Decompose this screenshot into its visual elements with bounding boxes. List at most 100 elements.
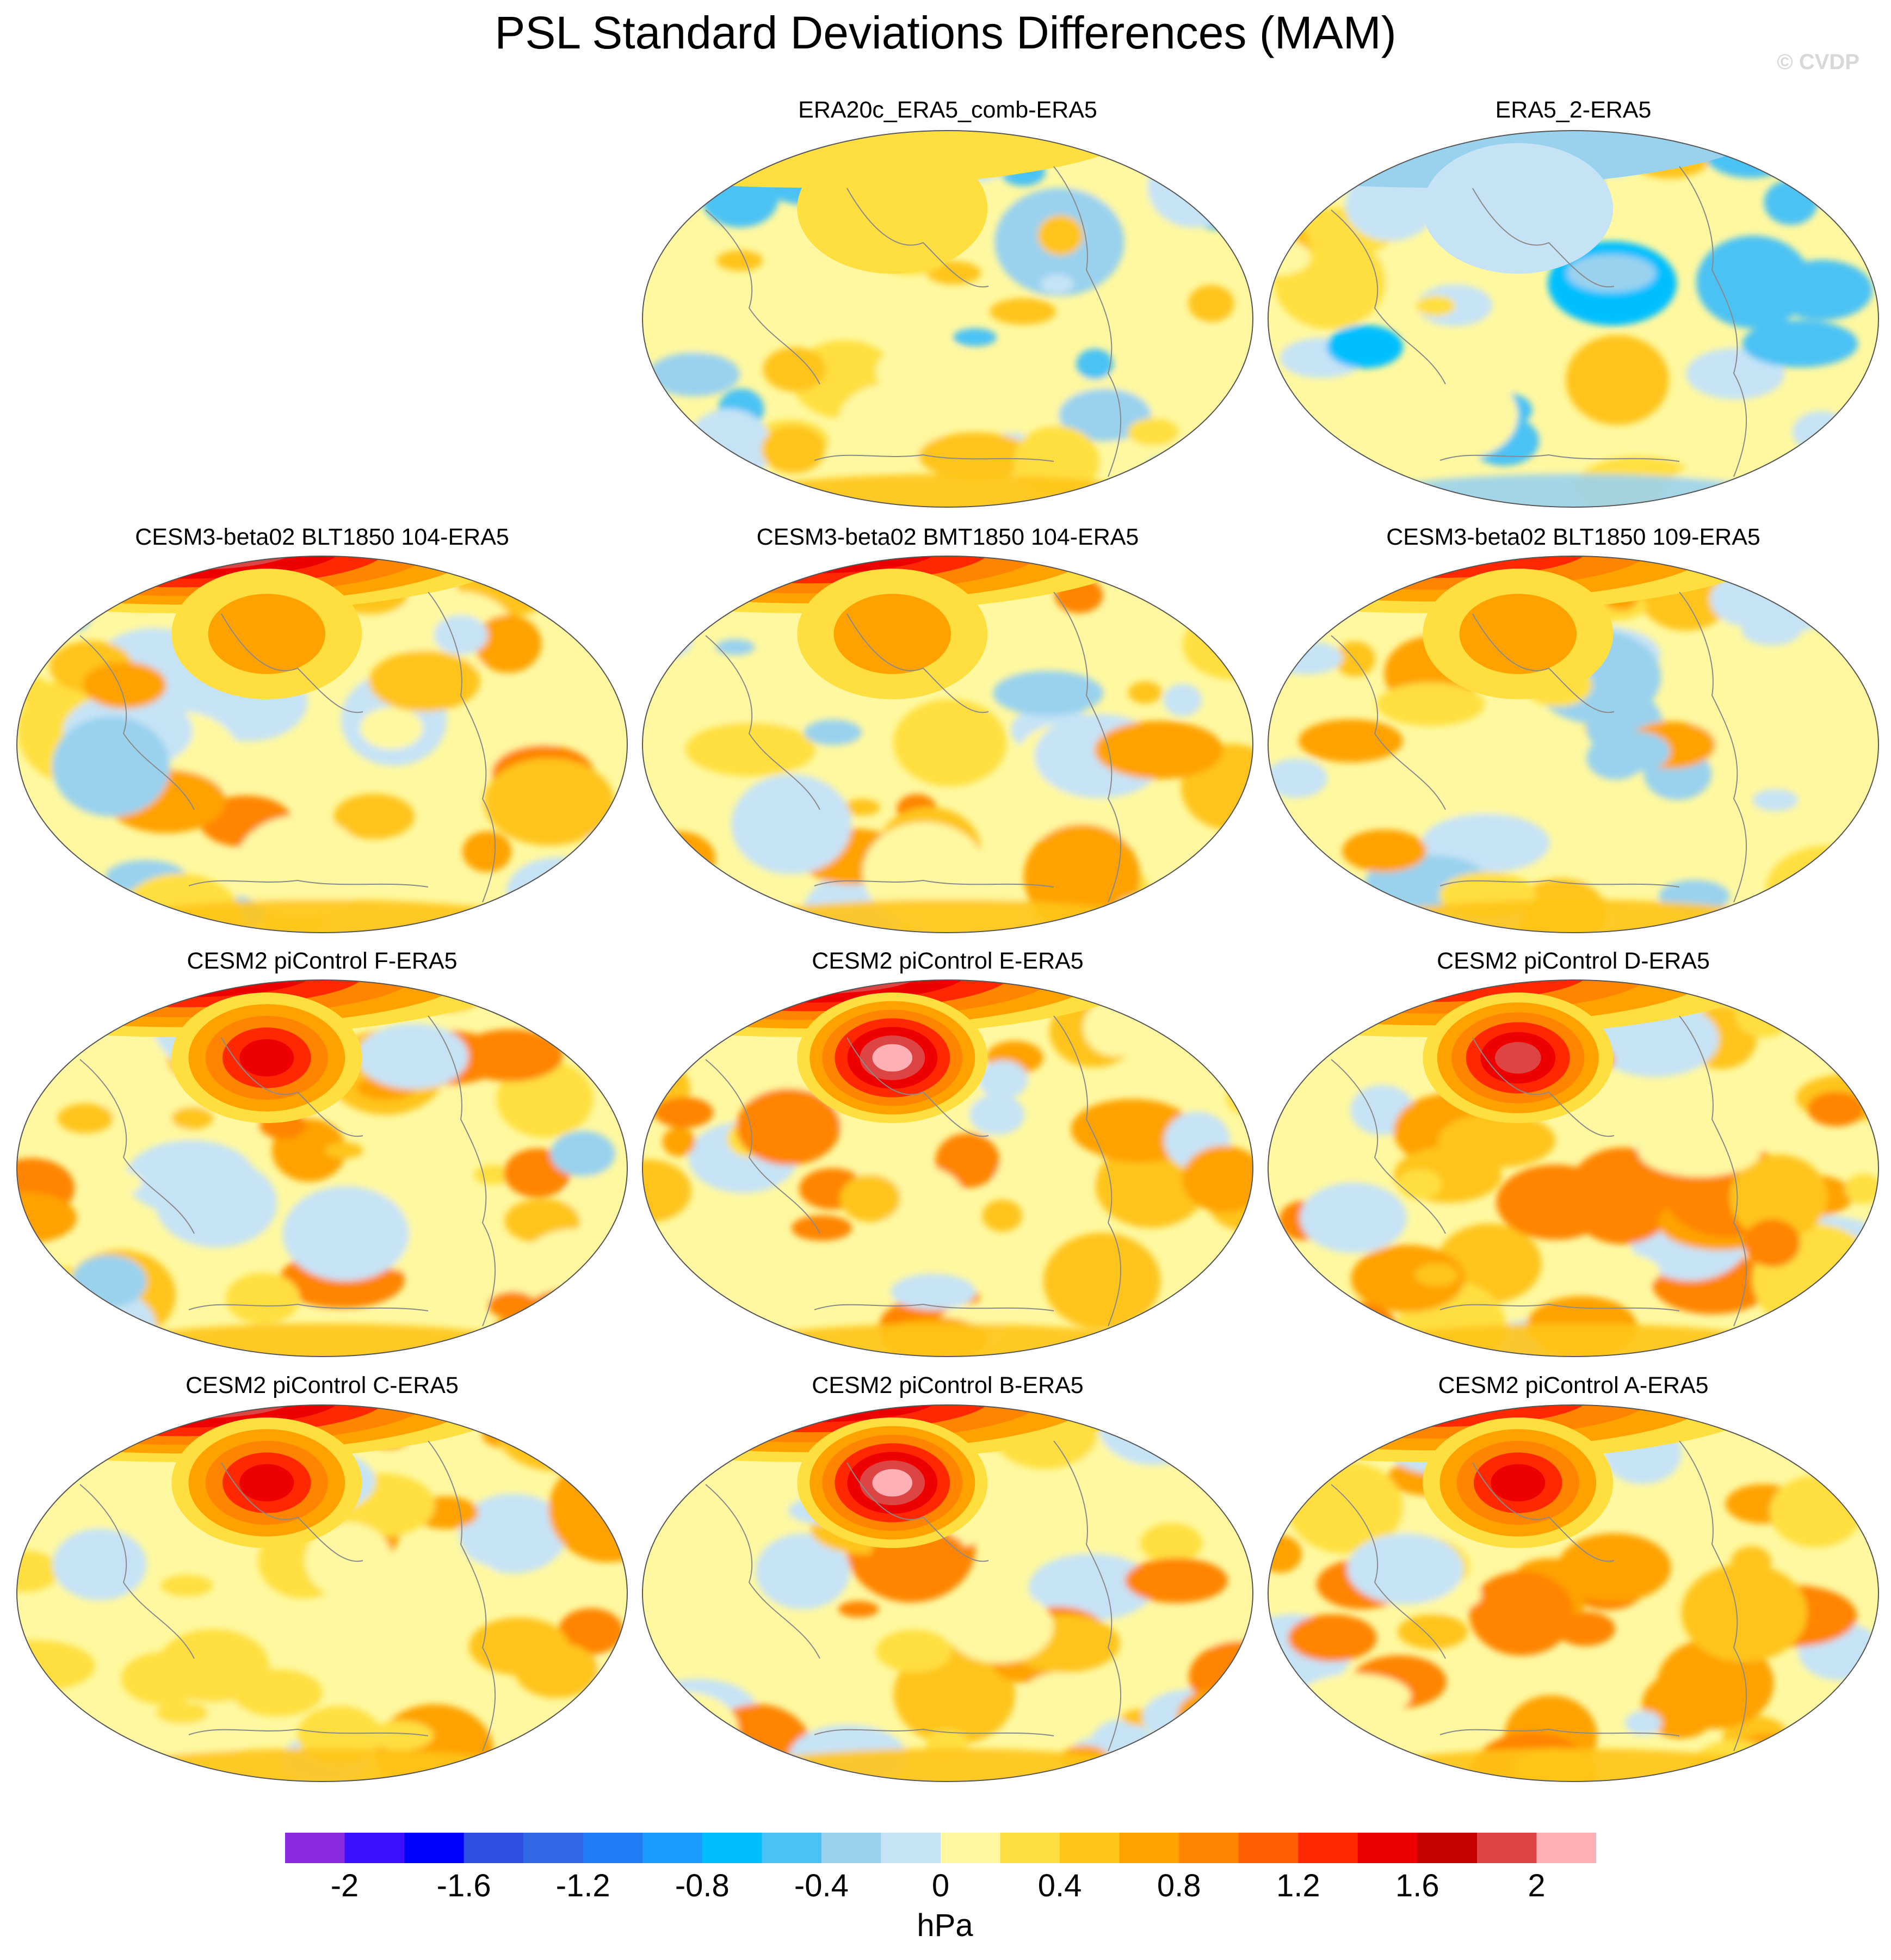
anomaly-blob	[646, 1409, 751, 1460]
anomaly-blob	[1752, 789, 1798, 811]
coastline	[428, 591, 496, 903]
panel-title: CESM2 piControl C-ERA5	[186, 1372, 459, 1398]
anomaly-blob	[110, 1405, 158, 1426]
anomaly-blob	[1536, 780, 1574, 804]
colorbar	[285, 1833, 1596, 1863]
anomaly-blob	[17, 1718, 89, 1774]
anomaly-blob	[642, 1159, 691, 1223]
north-pacific-anomaly-contour	[208, 594, 325, 674]
anomaly-blob	[994, 1153, 1095, 1198]
colorbar-units: hPa	[917, 1908, 973, 1943]
anomaly-blob	[1269, 640, 1343, 675]
colorbar-bin	[1119, 1833, 1179, 1863]
anomaly-blob	[1351, 1244, 1465, 1312]
anomaly-blob	[367, 1721, 434, 1751]
anomaly-blob	[102, 1171, 142, 1194]
anomaly-blob	[57, 1103, 114, 1133]
anomaly-blob	[755, 1533, 850, 1610]
arctic-anomaly-contour	[731, 1405, 888, 1413]
coastline	[1331, 1059, 1446, 1234]
anomaly-blob	[231, 1669, 323, 1717]
north-pacific-anomaly-contour	[1494, 1041, 1541, 1074]
coastline	[1472, 1037, 1615, 1137]
anomaly-blob	[1841, 167, 1878, 206]
map-panel	[1268, 1404, 1879, 1782]
coastline	[1331, 209, 1446, 385]
anomaly-blob	[1376, 682, 1485, 726]
anomaly-blob	[551, 1131, 615, 1176]
anomaly-blob	[1163, 683, 1202, 717]
colorbar-bin	[1000, 1833, 1060, 1863]
anomaly-blob	[1268, 420, 1294, 455]
coastline	[705, 635, 820, 810]
anomaly-blob	[459, 1493, 567, 1574]
anomaly-blob	[1182, 1145, 1253, 1213]
map-outline	[642, 1404, 1253, 1782]
coastline	[1331, 1484, 1446, 1659]
anomaly-blob	[1625, 1711, 1662, 1735]
colorbar-bin	[1298, 1833, 1358, 1863]
map-outline	[16, 979, 628, 1357]
anomaly-blob	[1731, 1546, 1771, 1577]
colorbar-tick-label: -0.4	[794, 1868, 849, 1903]
anomaly-blob	[516, 1229, 627, 1321]
anomaly-blob	[891, 1274, 976, 1310]
anomaly-blob	[1349, 1408, 1394, 1434]
anomaly-blob	[713, 1258, 746, 1272]
anomaly-blob	[946, 1591, 1054, 1663]
anomaly-blob	[493, 1311, 548, 1357]
colorbar-bin	[881, 1833, 941, 1863]
map-panel	[1268, 556, 1879, 933]
colorbar-tick-label: 1.2	[1276, 1868, 1320, 1903]
colorbar-bin	[285, 1833, 345, 1863]
anomaly-blob	[566, 1323, 627, 1357]
anomaly-blob	[1281, 818, 1330, 847]
anomaly-blob	[1129, 322, 1218, 361]
anomaly-blob	[1807, 1092, 1865, 1127]
anomaly-blob	[160, 1575, 213, 1597]
anomaly-blob	[1179, 904, 1253, 933]
anomaly-blob	[324, 1142, 363, 1159]
anomaly-blob	[1168, 1341, 1210, 1357]
anomaly-blob	[1342, 829, 1427, 872]
anomaly-blob	[71, 1255, 147, 1308]
map-panel	[642, 556, 1253, 933]
anomaly-blob	[1128, 681, 1162, 704]
anomaly-blob	[474, 1164, 511, 1185]
anomaly-blob	[1438, 1113, 1556, 1168]
coastline	[79, 635, 195, 810]
anomaly-blob	[1175, 1302, 1227, 1343]
anomaly-blob	[862, 822, 986, 923]
anomaly-blob	[1347, 1533, 1464, 1605]
anomaly-blob	[1037, 215, 1083, 256]
coastline	[1439, 1728, 1680, 1736]
anomaly-blob	[1188, 285, 1234, 322]
anomaly-blob	[1681, 1563, 1808, 1662]
anomaly-blob	[1059, 389, 1151, 442]
panel-title: CESM2 piControl F-ERA5	[187, 948, 458, 974]
anomaly-blob	[1177, 1689, 1253, 1745]
panel-title: ERA5_2-ERA5	[1495, 97, 1652, 123]
coastline	[814, 1303, 1054, 1311]
colorbar-tick-label: 2	[1528, 1868, 1546, 1903]
southern-ocean-anomaly	[88, 1323, 556, 1357]
anomaly-blob	[171, 1107, 213, 1130]
figure-title: PSL Standard Deviations Differences (MAM…	[495, 7, 1396, 58]
arctic-anomaly-contour	[1268, 131, 1773, 188]
coastline	[1439, 879, 1680, 887]
anomaly-blob	[804, 719, 862, 745]
anomaly-blob	[839, 1175, 900, 1222]
anomaly-blob	[715, 639, 755, 656]
anomaly-blob	[558, 1608, 624, 1655]
coastline	[814, 454, 1054, 462]
anomaly-blob	[1268, 1745, 1332, 1782]
anomaly-blob	[1144, 457, 1183, 491]
anomaly-blob	[83, 662, 166, 709]
anomaly-blob	[1140, 1523, 1203, 1563]
anomaly-blob	[509, 1311, 584, 1351]
colorbar-bin	[1179, 1833, 1239, 1863]
anomaly-blob	[676, 312, 729, 353]
anomaly-blob	[225, 1273, 300, 1324]
anomaly-blob	[1567, 254, 1656, 293]
coastline	[705, 1059, 820, 1234]
